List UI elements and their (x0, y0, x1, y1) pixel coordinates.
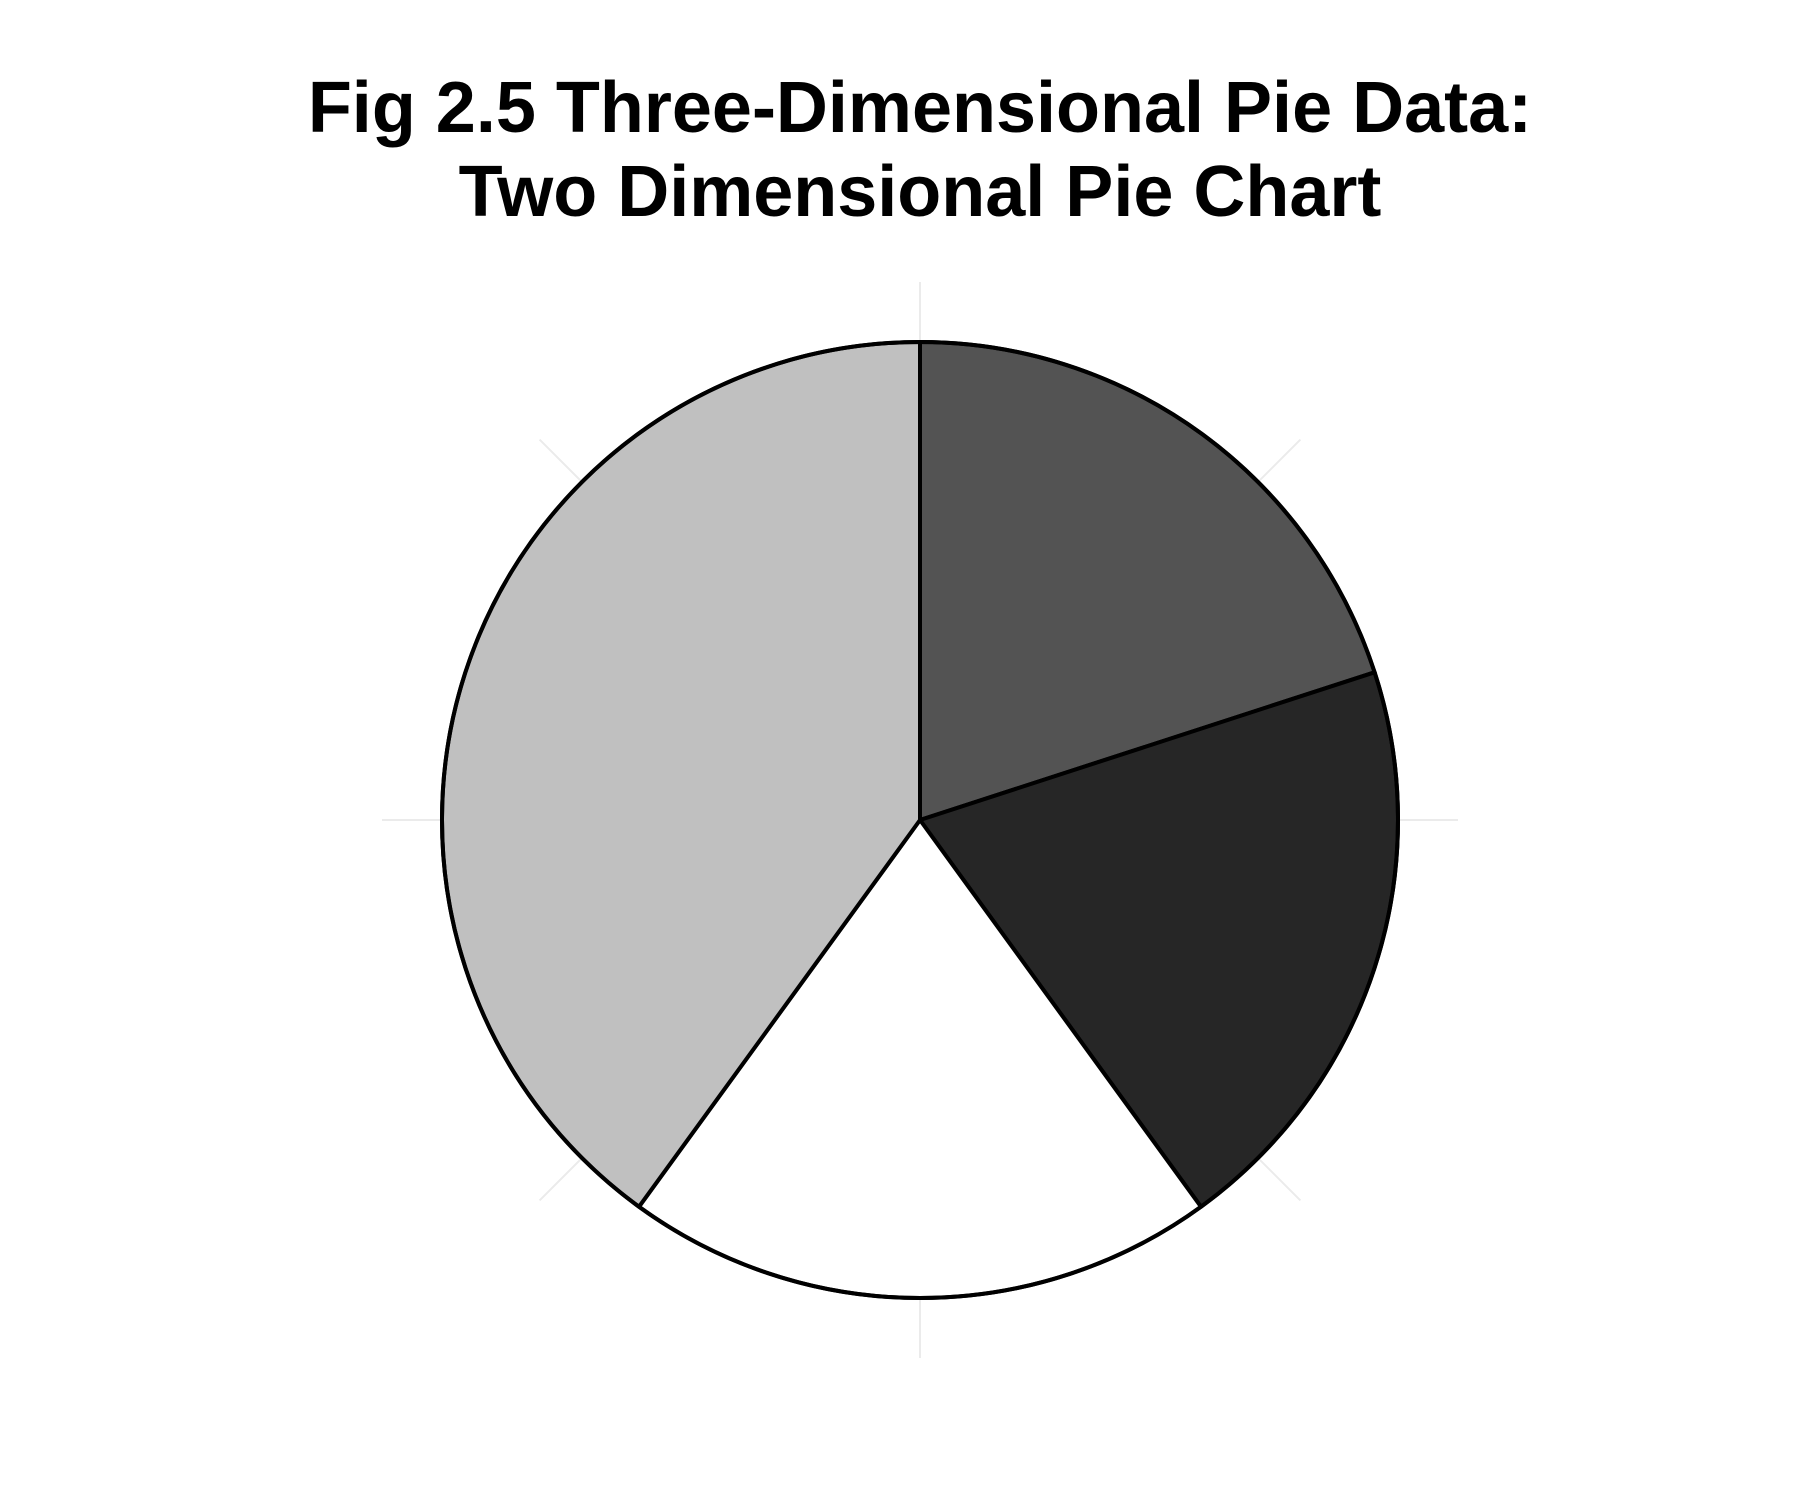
pie-outline (440, 340, 1400, 1300)
chart-title-line-1: Fig 2.5 Three-Dimensional Pie Data: (307, 68, 1533, 148)
pie-slices (440, 340, 1400, 1300)
chart-title-line-2: Two Dimensional Pie Chart (458, 152, 1382, 232)
chart-title: Fig 2.5 Three-Dimensional Pie Data: Two … (0, 66, 1800, 234)
